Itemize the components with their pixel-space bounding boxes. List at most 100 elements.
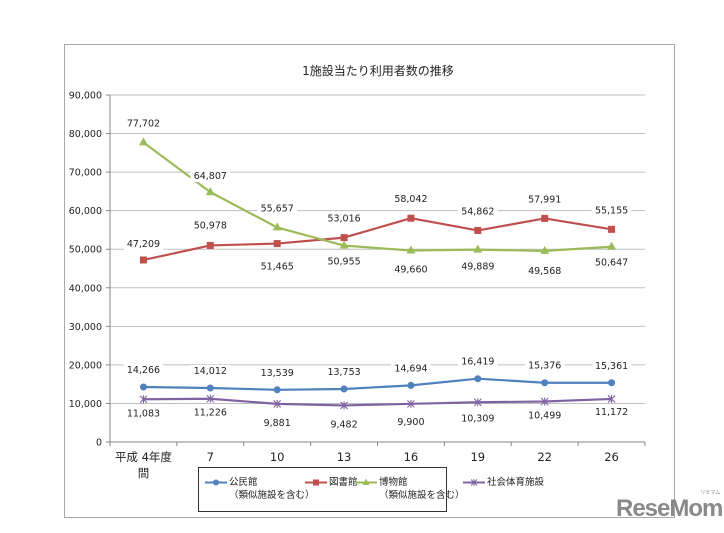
data-point-triangle-icon xyxy=(607,241,617,250)
legend-label: 図書館 xyxy=(329,477,358,488)
series-0: 14,266 14,012 13,539 13,753 14,694 16,419 15,3… xyxy=(123,355,632,394)
legend-sublabel: （類似施設を含む） xyxy=(229,490,315,501)
data-point-circle-icon xyxy=(273,386,281,394)
data-point-circle-icon xyxy=(407,381,415,389)
data-label: 53,016 xyxy=(327,214,360,225)
data-point-square-icon xyxy=(139,256,147,264)
y-tick-label: 10,000 xyxy=(69,399,102,410)
data-label: 49,889 xyxy=(461,262,494,273)
data-label: 15,376 xyxy=(528,361,561,372)
data-label: 10,499 xyxy=(528,411,561,422)
data-label: 11,172 xyxy=(595,407,628,418)
data-point-star-icon xyxy=(607,394,616,403)
data-point-triangle-icon xyxy=(473,244,483,253)
chart-frame xyxy=(64,44,675,518)
data-label: 77,702 xyxy=(127,118,160,129)
y-tick-label: 80,000 xyxy=(69,129,102,140)
data-point-star-icon xyxy=(473,398,482,407)
data-point-circle-icon xyxy=(206,384,214,392)
x-tick-label: 13 xyxy=(337,450,352,464)
series-3: 11,083 11,226 9,881 9,482 9,900 10,309 10,499 1… xyxy=(123,394,632,431)
data-label: 16,419 xyxy=(461,357,494,368)
x-tick-label: 19 xyxy=(470,450,485,464)
x-tick-label: 平成 4年度 xyxy=(115,450,172,464)
data-point-square-icon xyxy=(340,234,348,242)
legend-square-marker-icon xyxy=(305,476,327,489)
x-tick-label: 22 xyxy=(537,450,552,464)
y-tick-label: 40,000 xyxy=(69,283,102,294)
data-point-triangle-icon xyxy=(272,222,282,231)
legend-label: 公民館 xyxy=(229,477,258,488)
data-point-square-icon xyxy=(541,214,549,222)
data-point-triangle-icon xyxy=(406,245,416,254)
y-tick-label: 90,000 xyxy=(69,91,102,102)
logo-ruby: リセマム xyxy=(700,490,721,496)
legend-item-hakubutsukan: 博物館 （類似施設を含む） xyxy=(355,476,465,502)
data-label: 64,807 xyxy=(194,171,227,182)
data-label: 13,753 xyxy=(327,367,360,378)
data-point-circle-icon xyxy=(541,379,549,387)
y-tick-label: 50,000 xyxy=(69,245,102,256)
data-point-star-icon xyxy=(340,401,348,410)
data-label: 50,978 xyxy=(194,220,227,231)
legend-item-toshokan: 図書館 xyxy=(305,476,358,489)
data-point-circle-icon xyxy=(139,383,147,391)
legend-sublabel: （類似施設を含む） xyxy=(379,490,465,501)
resemom-logo: ReseMom リセマム xyxy=(616,490,723,523)
x-tick-label: 7 xyxy=(207,450,214,464)
data-label: 55,657 xyxy=(261,203,294,214)
data-label: 54,862 xyxy=(461,206,494,217)
x-tick-label: 10 xyxy=(270,450,285,464)
data-point-square-icon xyxy=(407,214,415,222)
legend-label: 社会体育施設 xyxy=(487,477,545,488)
data-label: 9,900 xyxy=(397,417,424,428)
data-label: 57,991 xyxy=(528,194,561,205)
legend-item-kominkan: 公民館 （類似施設を含む） xyxy=(205,476,315,502)
data-label: 13,539 xyxy=(261,368,294,379)
data-label: 51,465 xyxy=(261,262,294,273)
y-tick-label: 30,000 xyxy=(69,322,102,333)
legend-circle-marker-icon xyxy=(205,476,227,489)
data-point-star-icon xyxy=(273,399,282,408)
data-label: 49,568 xyxy=(528,266,561,277)
data-label: 11,226 xyxy=(194,408,227,419)
data-point-star-icon xyxy=(540,397,549,406)
data-point-square-icon xyxy=(206,241,214,249)
data-point-square-icon xyxy=(273,240,281,248)
data-point-triangle-icon xyxy=(138,137,148,146)
data-label: 50,647 xyxy=(595,258,628,269)
x-tick-label: 16 xyxy=(404,450,419,464)
x-tick-label-line2: 間 xyxy=(138,466,150,480)
data-point-star-icon xyxy=(407,399,415,408)
legend-triangle-marker-icon xyxy=(355,476,377,489)
data-label: 49,660 xyxy=(394,265,427,276)
data-label: 47,209 xyxy=(127,239,160,250)
data-label: 9,482 xyxy=(330,419,357,430)
data-label: 14,266 xyxy=(127,365,160,376)
data-label: 14,694 xyxy=(394,363,427,374)
chart-legend: 公民館 （類似施設を含む） 図書館 博物館 （類似施設を含む） 社会体育施設 xyxy=(198,467,545,512)
data-label: 10,309 xyxy=(461,413,494,424)
y-tick-label: 70,000 xyxy=(69,168,102,179)
y-tick-label: 20,000 xyxy=(69,360,102,371)
series-2: 77,702 64,807 55,657 50,955 49,660 49,889 49,5… xyxy=(123,117,632,277)
data-point-star-icon xyxy=(139,395,148,404)
legend-label: 博物館 xyxy=(379,477,408,488)
data-point-circle-icon xyxy=(340,385,348,393)
data-label: 11,083 xyxy=(127,408,160,419)
data-label: 15,361 xyxy=(595,361,628,372)
data-label: 58,042 xyxy=(394,194,427,205)
y-tick-label: 0 xyxy=(96,438,102,449)
data-label: 50,955 xyxy=(327,257,360,268)
data-point-circle-icon xyxy=(608,379,616,387)
series-1: 47,209 50,978 51,465 53,016 58,042 54,862 57,9… xyxy=(123,193,632,273)
data-label: 55,155 xyxy=(595,205,628,216)
data-point-square-icon xyxy=(608,225,616,233)
data-point-circle-icon xyxy=(474,375,482,383)
data-point-star-icon xyxy=(206,394,215,403)
y-tick-label: 60,000 xyxy=(69,206,102,217)
data-point-square-icon xyxy=(474,226,482,234)
data-label: 9,881 xyxy=(264,418,291,429)
legend-item-shakai-taiiku: 社会体育施設 xyxy=(463,476,545,489)
